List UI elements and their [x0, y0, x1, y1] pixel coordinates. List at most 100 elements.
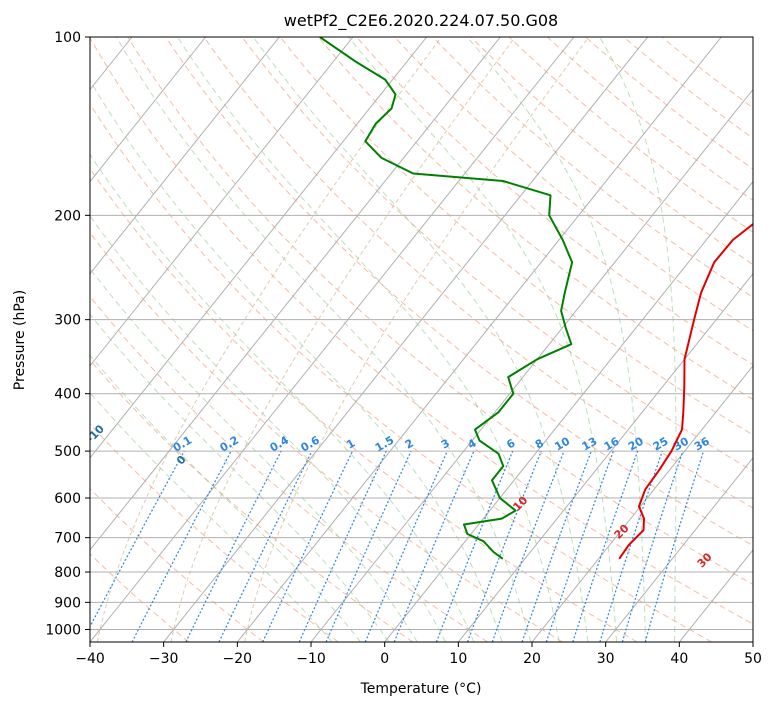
moist-adiabat [252, 37, 589, 642]
dry-adiabat [90, 423, 339, 642]
plot-frame [89, 36, 754, 643]
mixing-ratio-line [466, 450, 542, 642]
dry-adiabat [585, 37, 753, 170]
x-tick-label: −30 [149, 651, 179, 667]
isotherm-line [163, 37, 649, 642]
x-tick-label: 40 [670, 651, 688, 667]
mixing-ratio-label: 3 [439, 437, 452, 452]
x-tick-label: −40 [75, 651, 105, 667]
y-tick-label: 100 [54, 30, 81, 46]
y-tick-label: 500 [54, 444, 81, 460]
moist-adiabat [90, 354, 361, 642]
isotherm-line [90, 37, 575, 642]
moist-adiabat [90, 79, 503, 642]
mixing-ratio-line [491, 450, 565, 642]
mixing-ratio-line [545, 450, 614, 642]
y-tick-label: 1000 [45, 622, 81, 638]
dry-adiabat [127, 37, 753, 586]
dry-adiabat [241, 37, 753, 472]
moist-adiabat [90, 215, 447, 642]
isotherm-line [0, 37, 58, 642]
isotherm-line [531, 364, 753, 642]
dry-adiabat [90, 295, 488, 642]
x-tick-label: 50 [744, 651, 762, 667]
mixing-ratio-line [521, 450, 592, 642]
dry-adiabat [90, 553, 190, 642]
x-tick-label: 0 [380, 651, 389, 667]
y-tick-label: 700 [54, 531, 81, 547]
x-tick-label: 30 [597, 651, 615, 667]
mixing-ratio-line [572, 450, 639, 642]
dry-adiabat [547, 37, 753, 201]
isotherm-line [752, 641, 753, 642]
isotherm-line [384, 180, 753, 642]
dry-adiabat [90, 487, 264, 642]
mixing-ratio-line [262, 450, 354, 642]
moist-adiabat [90, 267, 418, 642]
mixing-ratio-label: 8 [533, 437, 546, 452]
isotherm-line [605, 457, 753, 642]
dewpoint-line [319, 37, 574, 560]
background-lines [0, 37, 753, 642]
moist-adiabat [115, 37, 532, 642]
mixing-ratio-line [599, 450, 663, 642]
series-lines [319, 37, 753, 560]
dry-adiabat [203, 37, 753, 509]
mixing-ratio-line [435, 450, 514, 642]
moist-adiabat [599, 37, 677, 642]
dry-adiabat [90, 231, 563, 642]
mixing-ratio-line [218, 450, 313, 642]
moist-adiabat-label: 40 [769, 582, 775, 602]
mixing-ratio-label: 4 [466, 436, 479, 451]
x-tick-label: 20 [523, 651, 541, 667]
ice-line [170, 37, 516, 642]
temperature-line [618, 222, 753, 560]
mixing-ratio-label: 6 [504, 436, 517, 451]
isotherm-line [236, 37, 722, 642]
mixing-ratio-line [185, 450, 282, 642]
isotherm-line [90, 37, 354, 367]
y-tick-label: 800 [54, 565, 81, 581]
isotherm-line [457, 272, 753, 642]
moist-adiabat [90, 313, 390, 642]
dry-adiabat [90, 103, 712, 642]
dry-adiabat [432, 37, 753, 298]
y-tick-label: 300 [54, 313, 81, 329]
mixing-ratio-line [393, 450, 475, 642]
dry-adiabat [356, 37, 753, 366]
mixing-ratio-line [644, 450, 705, 642]
moist-adiabat [347, 37, 618, 642]
isotherm-line [90, 37, 501, 551]
y-axis-title: Pressure (hPa) [12, 290, 28, 390]
dry-adiabat [90, 37, 753, 625]
line-labels: 0.10.20.40.611.52346810131620253036-100-… [84, 422, 775, 602]
x-axis: −40 −30 −20 −10 0 10 20 30 40 50 [75, 642, 762, 667]
mixing-ratio-line [325, 450, 412, 642]
isotherm-line [678, 549, 753, 642]
isotherm-line [90, 37, 207, 183]
x-tick-label: −10 [296, 651, 326, 667]
isotherm-line [90, 37, 280, 275]
moist-adiabat [90, 153, 475, 642]
y-axis: 100 200 300 400 500 600 700 800 900 1000 [45, 30, 90, 638]
x-tick-label: 10 [449, 651, 467, 667]
mixing-ratio-line [364, 450, 448, 642]
isotherm-line [90, 37, 428, 459]
moist-adiabat [90, 392, 333, 642]
x-tick-label: −20 [223, 651, 253, 667]
dry-adiabat [165, 37, 753, 547]
chart-title: wetPf2_C2E6.2020.224.07.50.G08 [284, 11, 558, 31]
dry-adiabat [90, 167, 638, 642]
y-tick-label: 200 [54, 208, 81, 224]
dry-adiabat-label: -10 [84, 422, 107, 445]
mixing-ratio-label: 2 [403, 437, 416, 452]
x-axis-title: Temperature (°C) [360, 681, 482, 697]
isotherm-line [310, 88, 753, 642]
dry-adiabat [318, 37, 753, 401]
mixing-ratio-line [90, 450, 185, 628]
moist-adiabat [466, 37, 647, 642]
mixing-ratio-line [621, 450, 684, 642]
y-tick-label: 400 [54, 387, 81, 403]
dry-adiabat [394, 37, 753, 332]
mixing-ratio-line [298, 450, 387, 642]
